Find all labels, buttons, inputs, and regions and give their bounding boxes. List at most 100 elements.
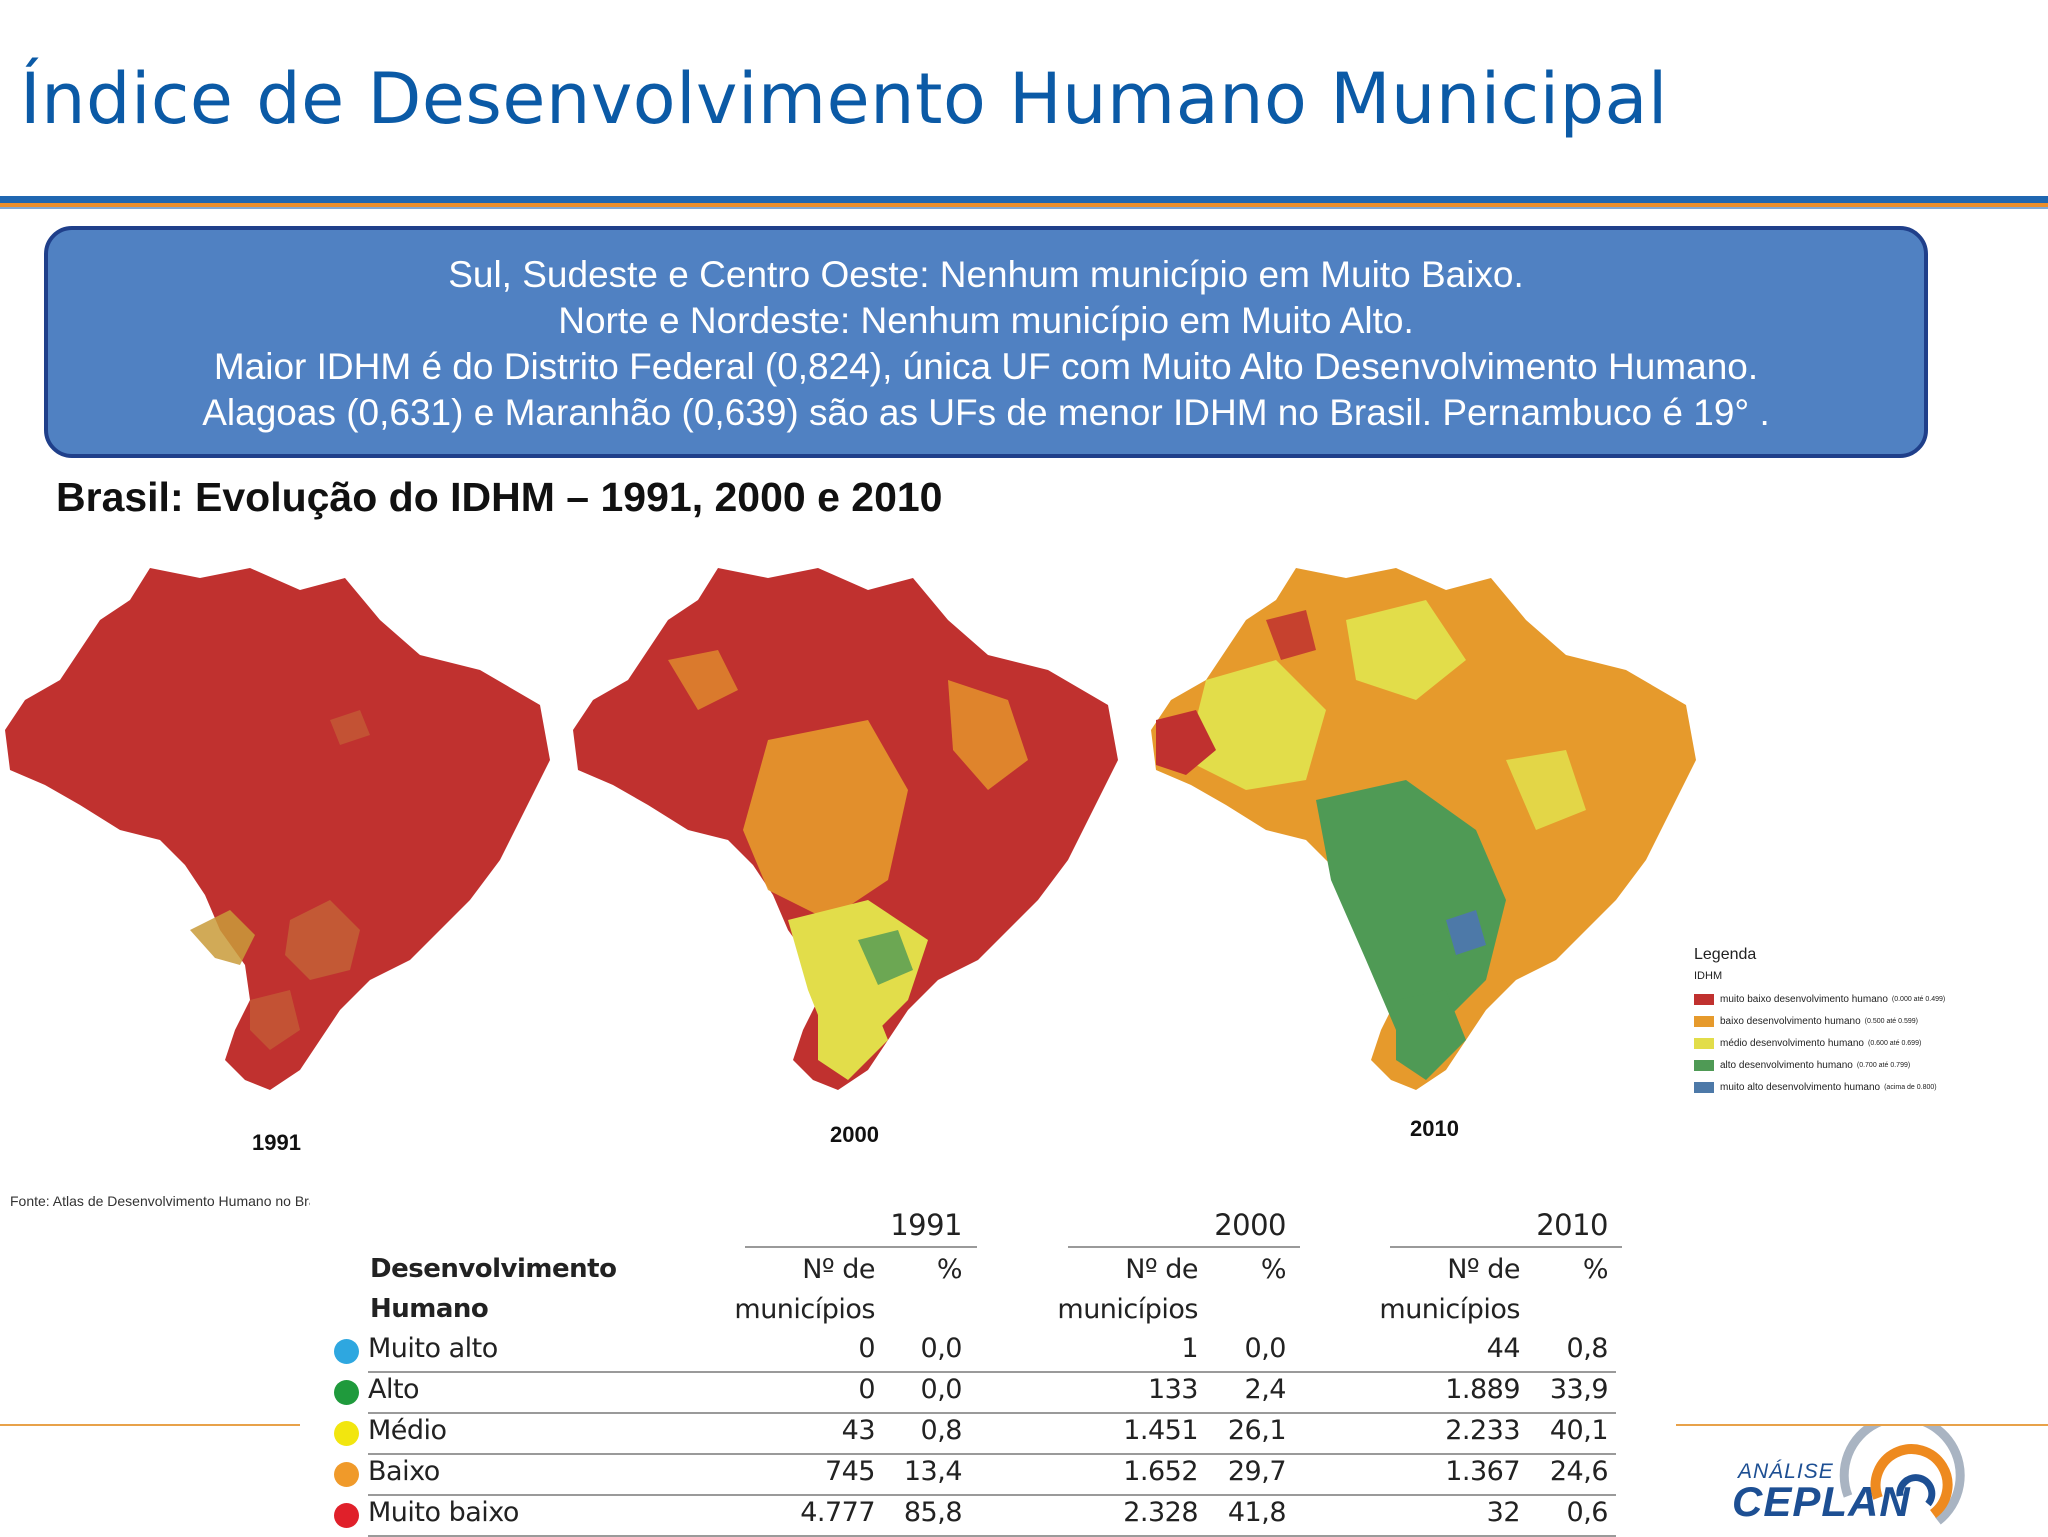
source-note: Fonte: Atlas de Desenvolvimento Humano n… <box>10 1193 310 1209</box>
municipality-count: 0 <box>858 1374 875 1405</box>
legend-label: muito alto desenvolvimento humano <box>1720 1081 1881 1093</box>
municipality-percent: 0,0 <box>920 1333 963 1364</box>
municipality-percent: 2,4 <box>1244 1374 1287 1405</box>
map-legend: Legenda IDHM muito baixo desenvolvimento… <box>1694 946 2044 1098</box>
callout-line: Alagoas (0,631) e Maranhão (0,639) são a… <box>202 392 1770 433</box>
row-label: Baixo <box>368 1456 440 1487</box>
category-dot <box>334 1380 359 1405</box>
legend-item: alto desenvolvimento humano (0.700 até 0.… <box>1694 1054 2044 1076</box>
map-year-label: 2000 <box>830 1122 879 1147</box>
row-label: Muito alto <box>368 1333 498 1364</box>
municipality-percent: 0,6 <box>1566 1497 1609 1528</box>
municipality-percent: 13,4 <box>903 1456 963 1487</box>
table-year-header: 1991 <box>890 1208 962 1242</box>
table-rule <box>368 1453 1616 1455</box>
table-year-header: 2010 <box>1536 1208 1608 1242</box>
table-year-header: 2000 <box>1214 1208 1286 1242</box>
count-header: municípios <box>734 1294 875 1325</box>
municipality-percent: 29,7 <box>1227 1456 1287 1487</box>
legend-label: médio desenvolvimento humano <box>1720 1037 1864 1049</box>
table-rule <box>1068 1246 1300 1248</box>
legend-range: (0.000 até 0.499) <box>1891 995 1946 1003</box>
legend-range: (acima de 0.800) <box>1884 1083 1937 1091</box>
legend-label: baixo desenvolvimento humano <box>1720 1015 1861 1027</box>
legend-swatch <box>1694 1059 1714 1071</box>
municipality-percent: 0,0 <box>1244 1333 1287 1364</box>
legend-swatch <box>1694 993 1714 1005</box>
municipality-count: 44 <box>1486 1333 1521 1364</box>
municipality-count: 2.233 <box>1445 1415 1520 1446</box>
brazil-map-2010 <box>1151 568 1696 1090</box>
legend-range: (0.500 até 0.599) <box>1864 1017 1918 1025</box>
brazil-map-1991 <box>5 568 550 1090</box>
legend-item: médio desenvolvimento humano (0.600 até 0… <box>1694 1032 2044 1054</box>
summary-callout: Sul, Sudeste e Centro Oeste: Nenhum muni… <box>44 226 1928 458</box>
ceplan-logo-mark <box>1839 1426 1965 1525</box>
map-year-label: 2010 <box>1410 1116 1459 1141</box>
row-label: Alto <box>368 1374 420 1405</box>
municipality-count: 1.889 <box>1445 1374 1520 1405</box>
category-dot <box>334 1421 359 1446</box>
legend-title: Legenda <box>1694 946 1757 963</box>
count-header: Nº de <box>802 1254 875 1285</box>
municipality-count: 745 <box>824 1456 876 1487</box>
map-section-heading: Brasil: Evolução do IDHM – 1991, 2000 e … <box>56 474 943 520</box>
municipality-count: 1 <box>1181 1333 1198 1364</box>
legend-item: baixo desenvolvimento humano (0.500 até 0… <box>1694 1010 2044 1032</box>
percent-header: % <box>936 1254 963 1285</box>
municipality-count: 43 <box>841 1415 876 1446</box>
callout-line: Maior IDHM é do Distrito Federal (0,824)… <box>213 346 1759 387</box>
municipality-percent: 0,0 <box>920 1374 963 1405</box>
callout-line: Norte e Nordeste: Nenhum município em Mu… <box>558 300 1414 341</box>
table-rule <box>1390 1246 1622 1248</box>
map-year-label: 1991 <box>252 1130 301 1155</box>
municipality-percent: 0,8 <box>1566 1333 1609 1364</box>
municipality-count: 4.777 <box>800 1497 875 1528</box>
percent-header: % <box>1260 1254 1287 1285</box>
slide-title: Índice de Desenvolvimento Humano Municip… <box>20 58 1668 140</box>
header-rule-orange <box>0 203 2048 207</box>
logo-text-small: ANÁLISE <box>1738 1460 1834 1483</box>
municipality-count: 1.652 <box>1123 1456 1198 1487</box>
count-header: municípios <box>1379 1294 1520 1325</box>
row-header-label: Humano <box>370 1294 489 1324</box>
legend-item: muito alto desenvolvimento humano (acima … <box>1694 1076 2044 1098</box>
category-dot <box>334 1503 359 1528</box>
category-dot <box>334 1339 359 1364</box>
idhm-distribution-table: Desenvolvimento Humano 1991 Nº de municípi… <box>300 1196 1630 1537</box>
count-header: Nº de <box>1125 1254 1198 1285</box>
municipality-percent: 33,9 <box>1549 1374 1609 1405</box>
map-2000 <box>568 560 1128 1100</box>
callout-line: Sul, Sudeste e Centro Oeste: Nenhum muni… <box>448 254 1524 295</box>
municipality-count: 32 <box>1486 1497 1521 1528</box>
municipality-percent: 85,8 <box>903 1497 963 1528</box>
legend-range: (0.600 até 0.699) <box>1867 1039 1922 1047</box>
row-header-label: Desenvolvimento <box>370 1254 617 1284</box>
municipality-percent: 24,6 <box>1549 1456 1609 1487</box>
logo-text-big: CEPLAN <box>1732 1478 1911 1525</box>
municipality-percent: 40,1 <box>1549 1415 1609 1446</box>
municipality-percent: 41,8 <box>1227 1497 1287 1528</box>
table-rule <box>368 1494 1616 1496</box>
table-rule <box>745 1246 977 1248</box>
municipality-count: 133 <box>1147 1374 1199 1405</box>
row-label: Médio <box>368 1415 447 1446</box>
legend-label: alto desenvolvimento humano <box>1720 1059 1853 1071</box>
legend-item: muito baixo desenvolvimento humano (0.000… <box>1694 988 2044 1010</box>
municipality-count: 0 <box>858 1333 875 1364</box>
map-1991 <box>0 560 560 1100</box>
footer-rule-left <box>0 1424 300 1426</box>
table-rule <box>368 1412 1616 1414</box>
percent-header: % <box>1582 1254 1609 1285</box>
row-label: Muito baixo <box>368 1497 519 1528</box>
footer-rule-right <box>1676 1424 2048 1426</box>
table-rule <box>368 1371 1616 1373</box>
legend-label: muito baixo desenvolvimento humano <box>1720 993 1888 1005</box>
legend-range: (0.700 até 0.799) <box>1856 1061 1911 1069</box>
legend-subtitle: IDHM <box>1694 970 1723 982</box>
header-rule-blue <box>0 196 2048 203</box>
brazil-map-2000 <box>573 568 1118 1090</box>
municipality-count: 2.328 <box>1123 1497 1198 1528</box>
legend-swatch <box>1694 1081 1714 1093</box>
count-header: municípios <box>1057 1294 1198 1325</box>
